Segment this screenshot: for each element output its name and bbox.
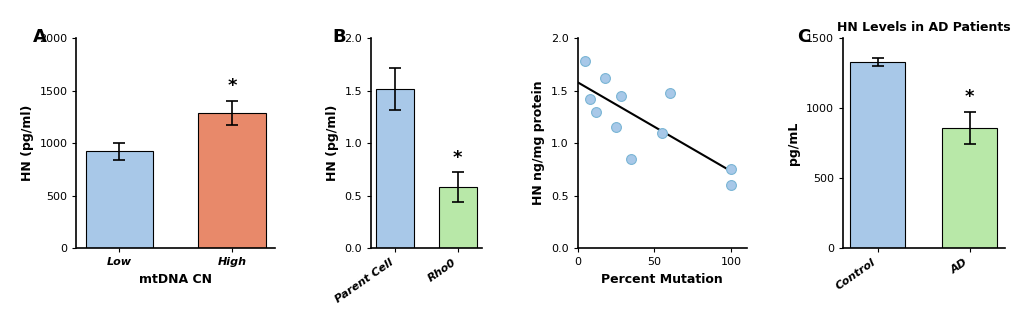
Y-axis label: HN (pg/ml): HN (pg/ml) <box>325 105 338 181</box>
Text: B: B <box>332 28 345 46</box>
Point <box>611 93 628 99</box>
Point <box>661 90 678 95</box>
X-axis label: mtDNA CN: mtDNA CN <box>140 273 212 286</box>
Point <box>577 59 593 64</box>
Text: C: C <box>797 28 810 46</box>
Point <box>581 96 597 101</box>
Point <box>722 167 739 172</box>
Y-axis label: pg/mL: pg/mL <box>787 121 800 165</box>
Bar <box>86 151 153 248</box>
Point <box>596 75 612 80</box>
Title: HN Levels in AD Patients: HN Levels in AD Patients <box>837 21 1010 34</box>
Point <box>623 156 639 161</box>
Bar <box>942 128 997 248</box>
Bar <box>850 62 905 248</box>
X-axis label: Percent Mutation: Percent Mutation <box>601 273 722 286</box>
Text: *: * <box>452 149 462 167</box>
Point <box>607 125 624 130</box>
Bar <box>199 113 266 248</box>
Y-axis label: HN (pg/ml): HN (pg/ml) <box>20 105 34 181</box>
Bar <box>438 187 476 248</box>
Y-axis label: HN ng/mg protein: HN ng/mg protein <box>532 81 545 205</box>
Point <box>653 130 669 135</box>
Point <box>722 183 739 188</box>
Text: A: A <box>33 28 47 46</box>
Bar <box>376 88 414 248</box>
Text: *: * <box>227 77 236 95</box>
Point <box>587 109 603 114</box>
Text: *: * <box>964 88 973 106</box>
